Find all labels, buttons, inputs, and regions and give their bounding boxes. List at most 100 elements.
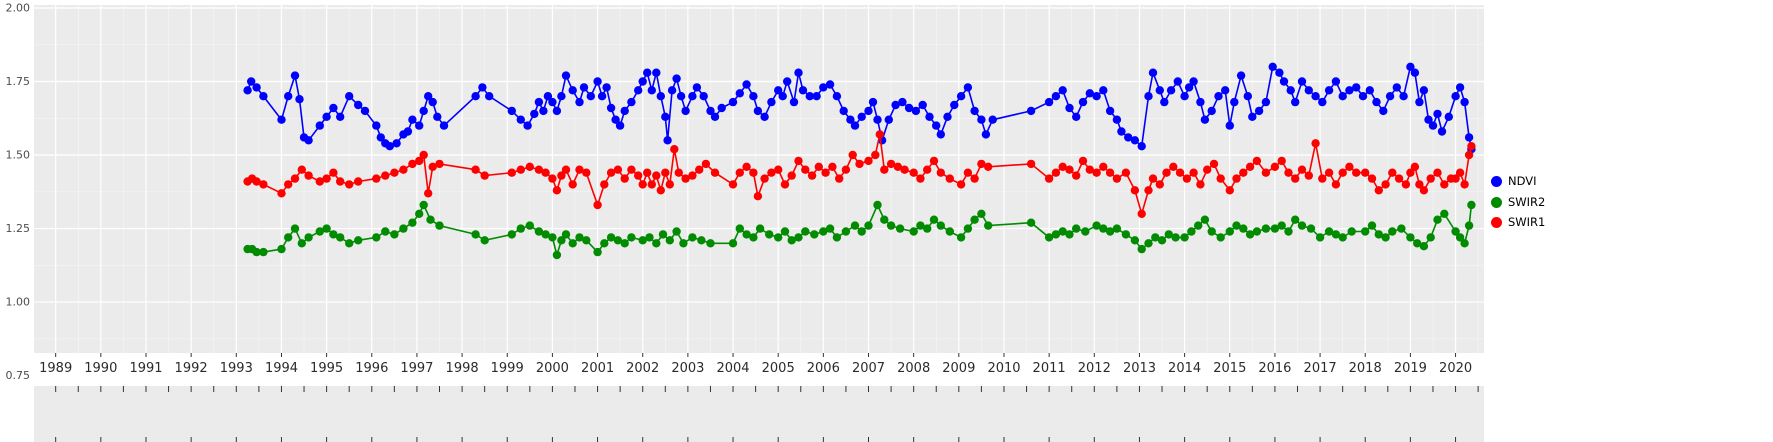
data-point bbox=[1180, 233, 1189, 242]
data-point bbox=[1173, 77, 1183, 86]
data-point bbox=[1324, 168, 1334, 177]
data-point bbox=[1451, 92, 1460, 101]
data-point bbox=[1245, 162, 1255, 171]
y-tick-label: 1.75 bbox=[6, 75, 31, 88]
data-point bbox=[1444, 112, 1454, 122]
data-point bbox=[1419, 86, 1429, 95]
data-point bbox=[1277, 221, 1286, 230]
data-point bbox=[1157, 236, 1167, 245]
data-point bbox=[710, 112, 720, 122]
data-point bbox=[918, 100, 927, 110]
legend: NDVI SWIR2 SWIR1 bbox=[1491, 174, 1546, 229]
data-point bbox=[415, 209, 424, 218]
legend-item-swir1[interactable]: SWIR1 bbox=[1491, 216, 1545, 229]
data-point bbox=[516, 165, 525, 174]
data-point bbox=[670, 145, 679, 154]
data-point bbox=[774, 233, 783, 242]
data-point bbox=[1261, 97, 1271, 107]
plot-panel bbox=[34, 5, 1484, 353]
data-point bbox=[819, 227, 828, 236]
data-point bbox=[627, 97, 636, 107]
data-point bbox=[1182, 174, 1192, 183]
data-point bbox=[290, 174, 300, 183]
data-point bbox=[676, 92, 686, 101]
data-point bbox=[1426, 174, 1435, 183]
data-point bbox=[336, 177, 345, 186]
range-slider-ticks bbox=[55, 386, 1479, 442]
data-point bbox=[615, 121, 625, 130]
data-point bbox=[652, 171, 661, 180]
data-point bbox=[753, 106, 763, 116]
range-slider[interactable] bbox=[34, 386, 1484, 442]
data-point bbox=[1044, 97, 1054, 107]
legend-item-ndvi[interactable]: NDVI bbox=[1491, 174, 1545, 188]
data-point bbox=[749, 168, 758, 177]
data-point bbox=[1304, 171, 1314, 180]
data-point bbox=[665, 236, 674, 245]
data-point bbox=[970, 106, 979, 116]
data-point bbox=[828, 162, 837, 171]
data-point bbox=[1254, 106, 1264, 116]
legend-marker-icon bbox=[1491, 217, 1502, 229]
data-point bbox=[530, 109, 539, 119]
data-point bbox=[1026, 218, 1036, 227]
data-point bbox=[1415, 180, 1424, 189]
data-point bbox=[1221, 86, 1230, 95]
data-point bbox=[534, 227, 544, 236]
data-point bbox=[1216, 233, 1225, 242]
data-point bbox=[717, 103, 726, 113]
data-point bbox=[541, 168, 550, 177]
data-point bbox=[1137, 209, 1146, 218]
data-point bbox=[767, 168, 776, 177]
x-tick-label: 2017 bbox=[1304, 361, 1337, 376]
data-point bbox=[428, 162, 437, 171]
data-point bbox=[354, 177, 363, 186]
data-point bbox=[886, 221, 896, 230]
data-point bbox=[284, 180, 293, 189]
data-point bbox=[433, 112, 442, 122]
data-point bbox=[857, 112, 866, 122]
data-point bbox=[1399, 92, 1408, 101]
data-point bbox=[1347, 227, 1356, 236]
data-point bbox=[620, 174, 629, 183]
data-point bbox=[735, 168, 744, 177]
data-point bbox=[945, 227, 954, 236]
legend-label: NDVI bbox=[1508, 174, 1537, 188]
data-point bbox=[688, 171, 697, 180]
y-axis-labels: 2.00 1.75 1.50 1.25 1.00 0.75 bbox=[6, 2, 31, 383]
data-point bbox=[561, 165, 571, 174]
data-point bbox=[600, 180, 609, 189]
x-tick-label: 2018 bbox=[1349, 361, 1382, 376]
data-point bbox=[898, 97, 907, 107]
data-point bbox=[1464, 150, 1474, 160]
data-point bbox=[1200, 215, 1210, 224]
data-point bbox=[516, 115, 525, 124]
data-point bbox=[1413, 239, 1422, 248]
data-point bbox=[345, 180, 354, 189]
data-point bbox=[304, 136, 313, 145]
data-point bbox=[471, 165, 480, 174]
data-point bbox=[336, 233, 345, 242]
data-point bbox=[981, 130, 991, 139]
x-tick-label: 1989 bbox=[39, 361, 72, 376]
data-point bbox=[1078, 156, 1088, 166]
data-point bbox=[753, 192, 763, 201]
data-point bbox=[956, 92, 966, 101]
data-point bbox=[1044, 174, 1054, 183]
data-point bbox=[1361, 168, 1370, 177]
data-point bbox=[1148, 68, 1158, 77]
data-point bbox=[1261, 224, 1271, 233]
data-point bbox=[810, 230, 819, 239]
data-point bbox=[426, 215, 435, 224]
y-tick-label: 2.00 bbox=[6, 2, 31, 15]
data-point bbox=[277, 244, 286, 254]
data-point bbox=[706, 239, 715, 248]
data-point bbox=[322, 174, 331, 183]
data-point bbox=[582, 236, 591, 245]
data-point bbox=[1184, 83, 1194, 92]
legend-item-swir2[interactable]: SWIR2 bbox=[1491, 196, 1545, 209]
data-point bbox=[593, 77, 602, 86]
data-point bbox=[548, 97, 557, 107]
data-point bbox=[742, 162, 751, 171]
data-point bbox=[1415, 97, 1424, 107]
